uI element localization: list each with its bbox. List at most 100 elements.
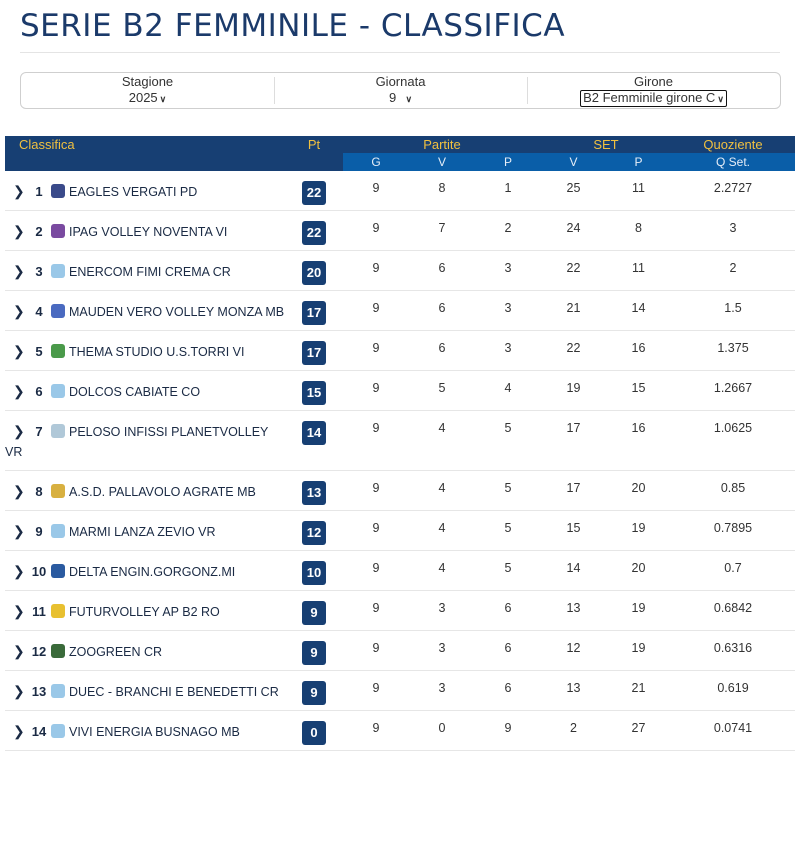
sets-lost: 15 [606,370,671,411]
points-badge: 10 [302,561,326,585]
chevron-right-icon[interactable]: ❯ [13,723,25,739]
sets-won: 17 [541,470,606,511]
set-quotient: 2 [671,250,795,291]
games: 9 [343,290,409,331]
chevron-right-icon[interactable]: ❯ [13,183,25,199]
chevron-right-icon[interactable]: ❯ [13,603,25,619]
table-row[interactable]: ❯ 2 IPAG VOLLEY NOVENTA VI 22 9 7 2 24 8 3 [5,210,795,251]
table-row[interactable]: ❯ 1 EAGLES VERGATI PD 22 9 8 1 25 11 2.272… [5,171,795,211]
sets-won: 13 [541,670,606,711]
table-row[interactable]: ❯ 5 THEMA STUDIO U.S.TORRI VI 17 9 6 3 22 … [5,330,795,371]
team-name[interactable]: IPAG VOLLEY NOVENTA VI [69,225,228,239]
sets-won: 15 [541,510,606,551]
girone-select[interactable]: B2 Femminile girone C ∨ [580,90,727,107]
losses: 3 [475,290,541,331]
team-name[interactable]: ZOOGREEN CR [69,645,163,659]
filter-giornata: Giornata 9 ∨ [274,73,527,108]
team-name[interactable]: DOLCOS CABIATE CO [69,385,201,399]
team-logo-icon [51,224,65,238]
table-row[interactable]: ❯ 6 DOLCOS CABIATE CO 15 9 5 4 19 15 1.266… [5,370,795,411]
chevron-right-icon[interactable]: ❯ [13,343,25,359]
team-logo-icon [51,604,65,618]
sets-lost: 16 [606,410,671,471]
team-logo-icon [51,564,65,578]
losses: 6 [475,630,541,671]
team-name[interactable]: MAUDEN VERO VOLLEY MONZA MB [69,305,285,319]
page-title: SERIE B2 FEMMINILE - CLASSIFICA [20,8,566,44]
table-row[interactable]: ❯ 7 PELOSO INFISSI PLANETVOLLEY VR 14 9 4 … [5,410,795,471]
team-name[interactable]: A.S.D. PALLAVOLO AGRATE MB [69,485,256,499]
games: 9 [343,550,409,591]
team-cell: ❯ 5 THEMA STUDIO U.S.TORRI VI [5,330,285,371]
chevron-right-icon[interactable]: ❯ [13,563,25,579]
sets-won: 25 [541,171,606,211]
wins: 6 [409,290,475,331]
col-p: P [475,153,541,171]
points-badge: 17 [302,341,326,365]
rank: 14 [31,724,47,739]
table-row[interactable]: ❯ 14 VIVI ENERGIA BUSNAGO MB 0 9 0 9 2 27 … [5,710,795,751]
points-badge: 14 [302,421,326,445]
wins: 0 [409,710,475,751]
stagione-select[interactable]: 2025 ∨ [21,90,274,107]
chevron-right-icon[interactable]: ❯ [13,263,25,279]
sets-won: 21 [541,290,606,331]
losses: 5 [475,550,541,591]
table-row[interactable]: ❯ 12 ZOOGREEN CR 9 9 3 6 12 19 0.6316 [5,630,795,671]
team-cell: ❯ 14 VIVI ENERGIA BUSNAGO MB [5,710,285,751]
table-row[interactable]: ❯ 11 FUTURVOLLEY AP B2 RO 9 9 3 6 13 19 0.… [5,590,795,631]
sets-won: 12 [541,630,606,671]
filter-girone: Girone B2 Femminile girone C ∨ [527,73,780,108]
chevron-right-icon[interactable]: ❯ [13,423,25,439]
chevron-right-icon[interactable]: ❯ [13,223,25,239]
games: 9 [343,410,409,471]
table-row[interactable]: ❯ 4 MAUDEN VERO VOLLEY MONZA MB 17 9 6 3 2… [5,290,795,331]
sets-lost: 8 [606,210,671,251]
team-logo-icon [51,384,65,398]
wins: 4 [409,510,475,551]
team-logo-icon [51,724,65,738]
table-row[interactable]: ❯ 13 DUEC - BRANCHI E BENEDETTI CR 9 9 3 6… [5,670,795,711]
standings-table: Classifica Pt Partite SET Quoziente G V … [5,136,795,751]
giornata-select[interactable]: 9 ∨ [274,90,527,107]
games: 9 [343,510,409,551]
chevron-down-icon: ∨ [717,94,724,104]
table-row[interactable]: ❯ 3 ENERCOM FIMI CREMA CR 20 9 6 3 22 11 2 [5,250,795,291]
set-quotient: 0.85 [671,470,795,511]
table-row[interactable]: ❯ 9 MARMI LANZA ZEVIO VR 12 9 4 5 15 19 0.… [5,510,795,551]
team-name[interactable]: THEMA STUDIO U.S.TORRI VI [69,345,245,359]
team-cell: ❯ 9 MARMI LANZA ZEVIO VR [5,510,285,551]
col-set-v: V [541,153,606,171]
team-name[interactable]: DELTA ENGIN.GORGONZ.MI [69,565,236,579]
rank: 9 [35,524,43,539]
team-logo-icon [51,184,65,198]
rank: 1 [35,184,43,199]
chevron-right-icon[interactable]: ❯ [13,683,25,699]
sets-lost: 11 [606,171,671,211]
team-name[interactable]: ENERCOM FIMI CREMA CR [69,265,231,279]
col-v: V [409,153,475,171]
team-name[interactable]: EAGLES VERGATI PD [69,185,198,199]
team-logo-icon [51,264,65,278]
team-name[interactable]: VIVI ENERGIA BUSNAGO MB [69,725,240,739]
col-set: SET [541,136,671,153]
games: 9 [343,171,409,211]
chevron-right-icon[interactable]: ❯ [13,483,25,499]
team-name[interactable]: FUTURVOLLEY AP B2 RO [69,605,220,619]
team-name[interactable]: MARMI LANZA ZEVIO VR [69,525,216,539]
losses: 3 [475,250,541,291]
team-name[interactable]: PELOSO INFISSI PLANETVOLLEY VR [5,425,269,459]
chevron-right-icon[interactable]: ❯ [13,383,25,399]
chevron-right-icon[interactable]: ❯ [13,643,25,659]
col-quoziente: Quoziente [671,136,795,153]
chevron-right-icon[interactable]: ❯ [13,523,25,539]
rank: 3 [35,264,43,279]
rank: 6 [35,384,43,399]
table-row[interactable]: ❯ 8 A.S.D. PALLAVOLO AGRATE MB 13 9 4 5 17… [5,470,795,511]
team-logo-icon [51,644,65,658]
table-row[interactable]: ❯ 10 DELTA ENGIN.GORGONZ.MI 10 9 4 5 14 20… [5,550,795,591]
wins: 4 [409,470,475,511]
chevron-right-icon[interactable]: ❯ [13,303,25,319]
points-badge: 22 [302,221,326,245]
team-name[interactable]: DUEC - BRANCHI E BENEDETTI CR [69,685,279,699]
